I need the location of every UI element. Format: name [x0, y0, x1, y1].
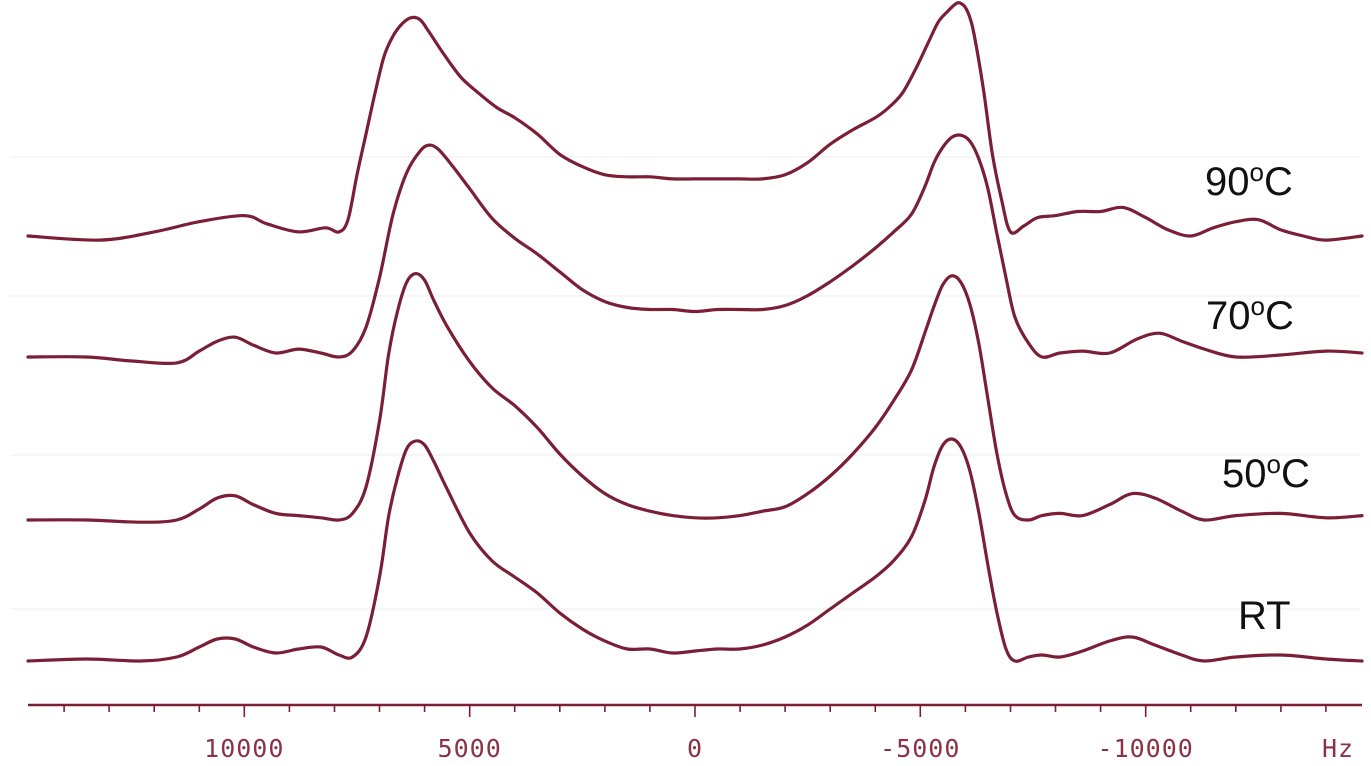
series-label-main: 70 — [1206, 294, 1251, 338]
series-label-unit: C — [1264, 160, 1293, 204]
series-label-1: 90oC — [1205, 157, 1293, 204]
series-label-unit: C — [1265, 294, 1294, 338]
series-label-unit: C — [1281, 452, 1310, 496]
series-label-main: 50 — [1222, 452, 1267, 496]
series-label-main: 90 — [1205, 160, 1250, 204]
spectrum-traces — [26, 1, 1364, 663]
spectrum-trace-3 — [26, 271, 1364, 524]
series-label-degree: o — [1251, 291, 1265, 321]
series-label-degree: o — [1267, 449, 1281, 479]
background-faint-lines — [10, 156, 1360, 610]
x-tick-label: 5000 — [438, 734, 502, 763]
spectrum-trace-1 — [26, 1, 1364, 242]
series-label-main: RT — [1238, 594, 1291, 638]
x-axis-unit-label: Hz — [1322, 734, 1354, 763]
spectrum-trace-4 — [26, 437, 1364, 663]
series-label-3: 50oC — [1222, 449, 1310, 496]
x-tick-label: 10000 — [204, 734, 284, 763]
series-label-2: 70oC — [1206, 291, 1294, 338]
x-axis: 10000 5000 0 -5000 -10000 Hz — [28, 703, 1362, 763]
series-label-4: RT — [1238, 594, 1291, 638]
x-tick-label: -5000 — [880, 734, 960, 763]
x-axis-ticks: 10000 5000 0 -5000 -10000 — [63, 705, 1327, 763]
series-label-degree: o — [1250, 157, 1264, 187]
spectrum-trace-2 — [26, 133, 1364, 366]
x-tick-label: -10000 — [1098, 734, 1194, 763]
x-tick-label: 0 — [687, 734, 703, 763]
